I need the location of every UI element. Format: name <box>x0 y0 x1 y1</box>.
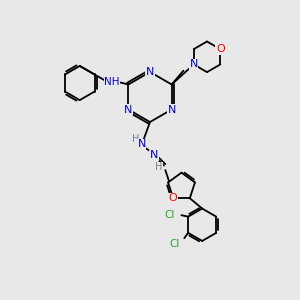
Text: H: H <box>155 162 163 172</box>
Text: H: H <box>132 134 139 144</box>
Text: NH: NH <box>104 76 120 86</box>
Text: N: N <box>146 67 154 77</box>
Text: N: N <box>138 139 146 149</box>
Text: N: N <box>124 104 133 115</box>
Text: N: N <box>167 104 176 115</box>
Text: Cl: Cl <box>164 210 175 220</box>
Text: N: N <box>150 150 158 160</box>
Text: N: N <box>190 59 198 70</box>
Text: Cl: Cl <box>169 239 180 249</box>
Text: O: O <box>216 44 225 54</box>
Text: O: O <box>169 193 178 203</box>
